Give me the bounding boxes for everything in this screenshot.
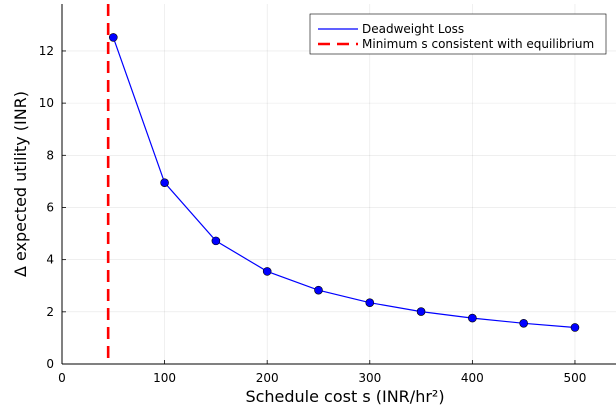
y-tick-label: 12 [39, 44, 54, 58]
x-tick-label: 0 [58, 371, 66, 385]
data-point [108, 33, 118, 42]
grid [61, 4, 616, 365]
legend-box [309, 13, 607, 55]
y-tick-label: 8 [46, 148, 54, 162]
y-tick-label: 6 [46, 200, 54, 214]
x-tick-label: 500 [564, 371, 587, 385]
axes [61, 4, 616, 365]
tick-labels: 0 100 200 300 400 500 0 2 4 6 8 10 12 [39, 44, 587, 385]
x-tick-label: 200 [256, 371, 279, 385]
data-point [211, 236, 221, 246]
legend-label-deadweight-loss: Deadweight Loss [362, 22, 464, 36]
data-point [365, 298, 375, 307]
legend: Deadweight Loss Minimum s consistent wit… [309, 13, 607, 55]
y-axis-label: Δ expected utility (INR) [11, 91, 30, 277]
data-point [314, 285, 323, 295]
data-point [416, 307, 426, 316]
data-point [468, 313, 477, 323]
y-tick-label: 0 [46, 357, 54, 371]
data-point [519, 319, 528, 328]
y-tick-label: 2 [46, 305, 54, 319]
data-point [570, 323, 580, 332]
x-tick-label: 300 [358, 371, 381, 385]
data-series [108, 33, 580, 332]
x-tick-label: 100 [153, 371, 176, 385]
y-tick-label: 4 [46, 253, 54, 267]
data-point [160, 178, 169, 187]
data-point [262, 267, 272, 276]
y-tick-label: 10 [39, 96, 54, 110]
x-axis-label: Schedule cost s (INR/hr²) [245, 387, 444, 406]
series-line-deadweight-loss [112, 37, 576, 329]
legend-label-minimum-s: Minimum s consistent with equilibrium [362, 37, 594, 51]
x-tick-label: 400 [461, 371, 484, 385]
